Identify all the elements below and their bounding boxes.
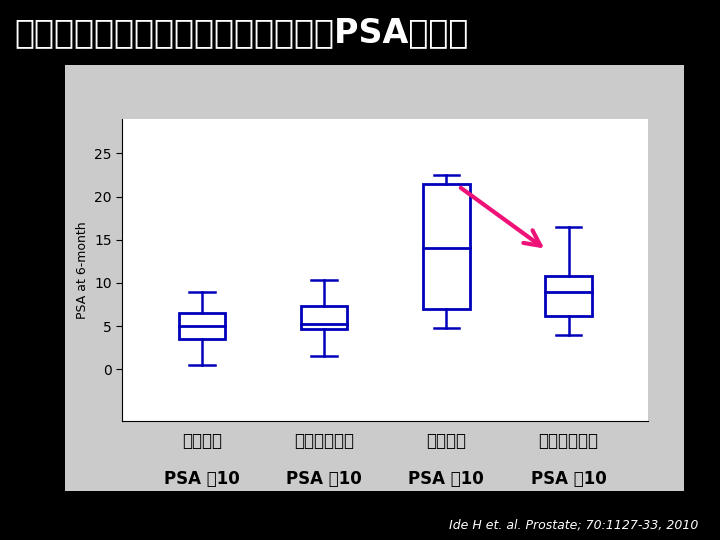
Text: サプリメント: サプリメント: [294, 432, 354, 450]
Bar: [423, 184, 469, 309]
Text: クルクミン含有サプリメントによわPSAが減少: クルクミン含有サプリメントによわPSAが減少: [14, 16, 469, 49]
Y-axis label: PSA at 6-month: PSA at 6-month: [76, 221, 89, 319]
Text: PSA ＜10: PSA ＜10: [287, 470, 362, 488]
Bar: [179, 313, 225, 339]
Bar: [301, 306, 347, 329]
Text: プラセボ: プラセボ: [426, 432, 467, 450]
Text: プラセボ: プラセボ: [182, 432, 222, 450]
Text: PSA ＞10: PSA ＞10: [531, 470, 606, 488]
Text: PSA ＜10: PSA ＜10: [164, 470, 240, 488]
Text: サプリメント: サプリメント: [539, 432, 598, 450]
Text: Ide H et. al. Prostate; 70:1127-33, 2010: Ide H et. al. Prostate; 70:1127-33, 2010: [449, 519, 698, 532]
Bar: [545, 276, 592, 316]
Text: PSA ＞10: PSA ＞10: [408, 470, 484, 488]
FancyBboxPatch shape: [46, 52, 703, 504]
